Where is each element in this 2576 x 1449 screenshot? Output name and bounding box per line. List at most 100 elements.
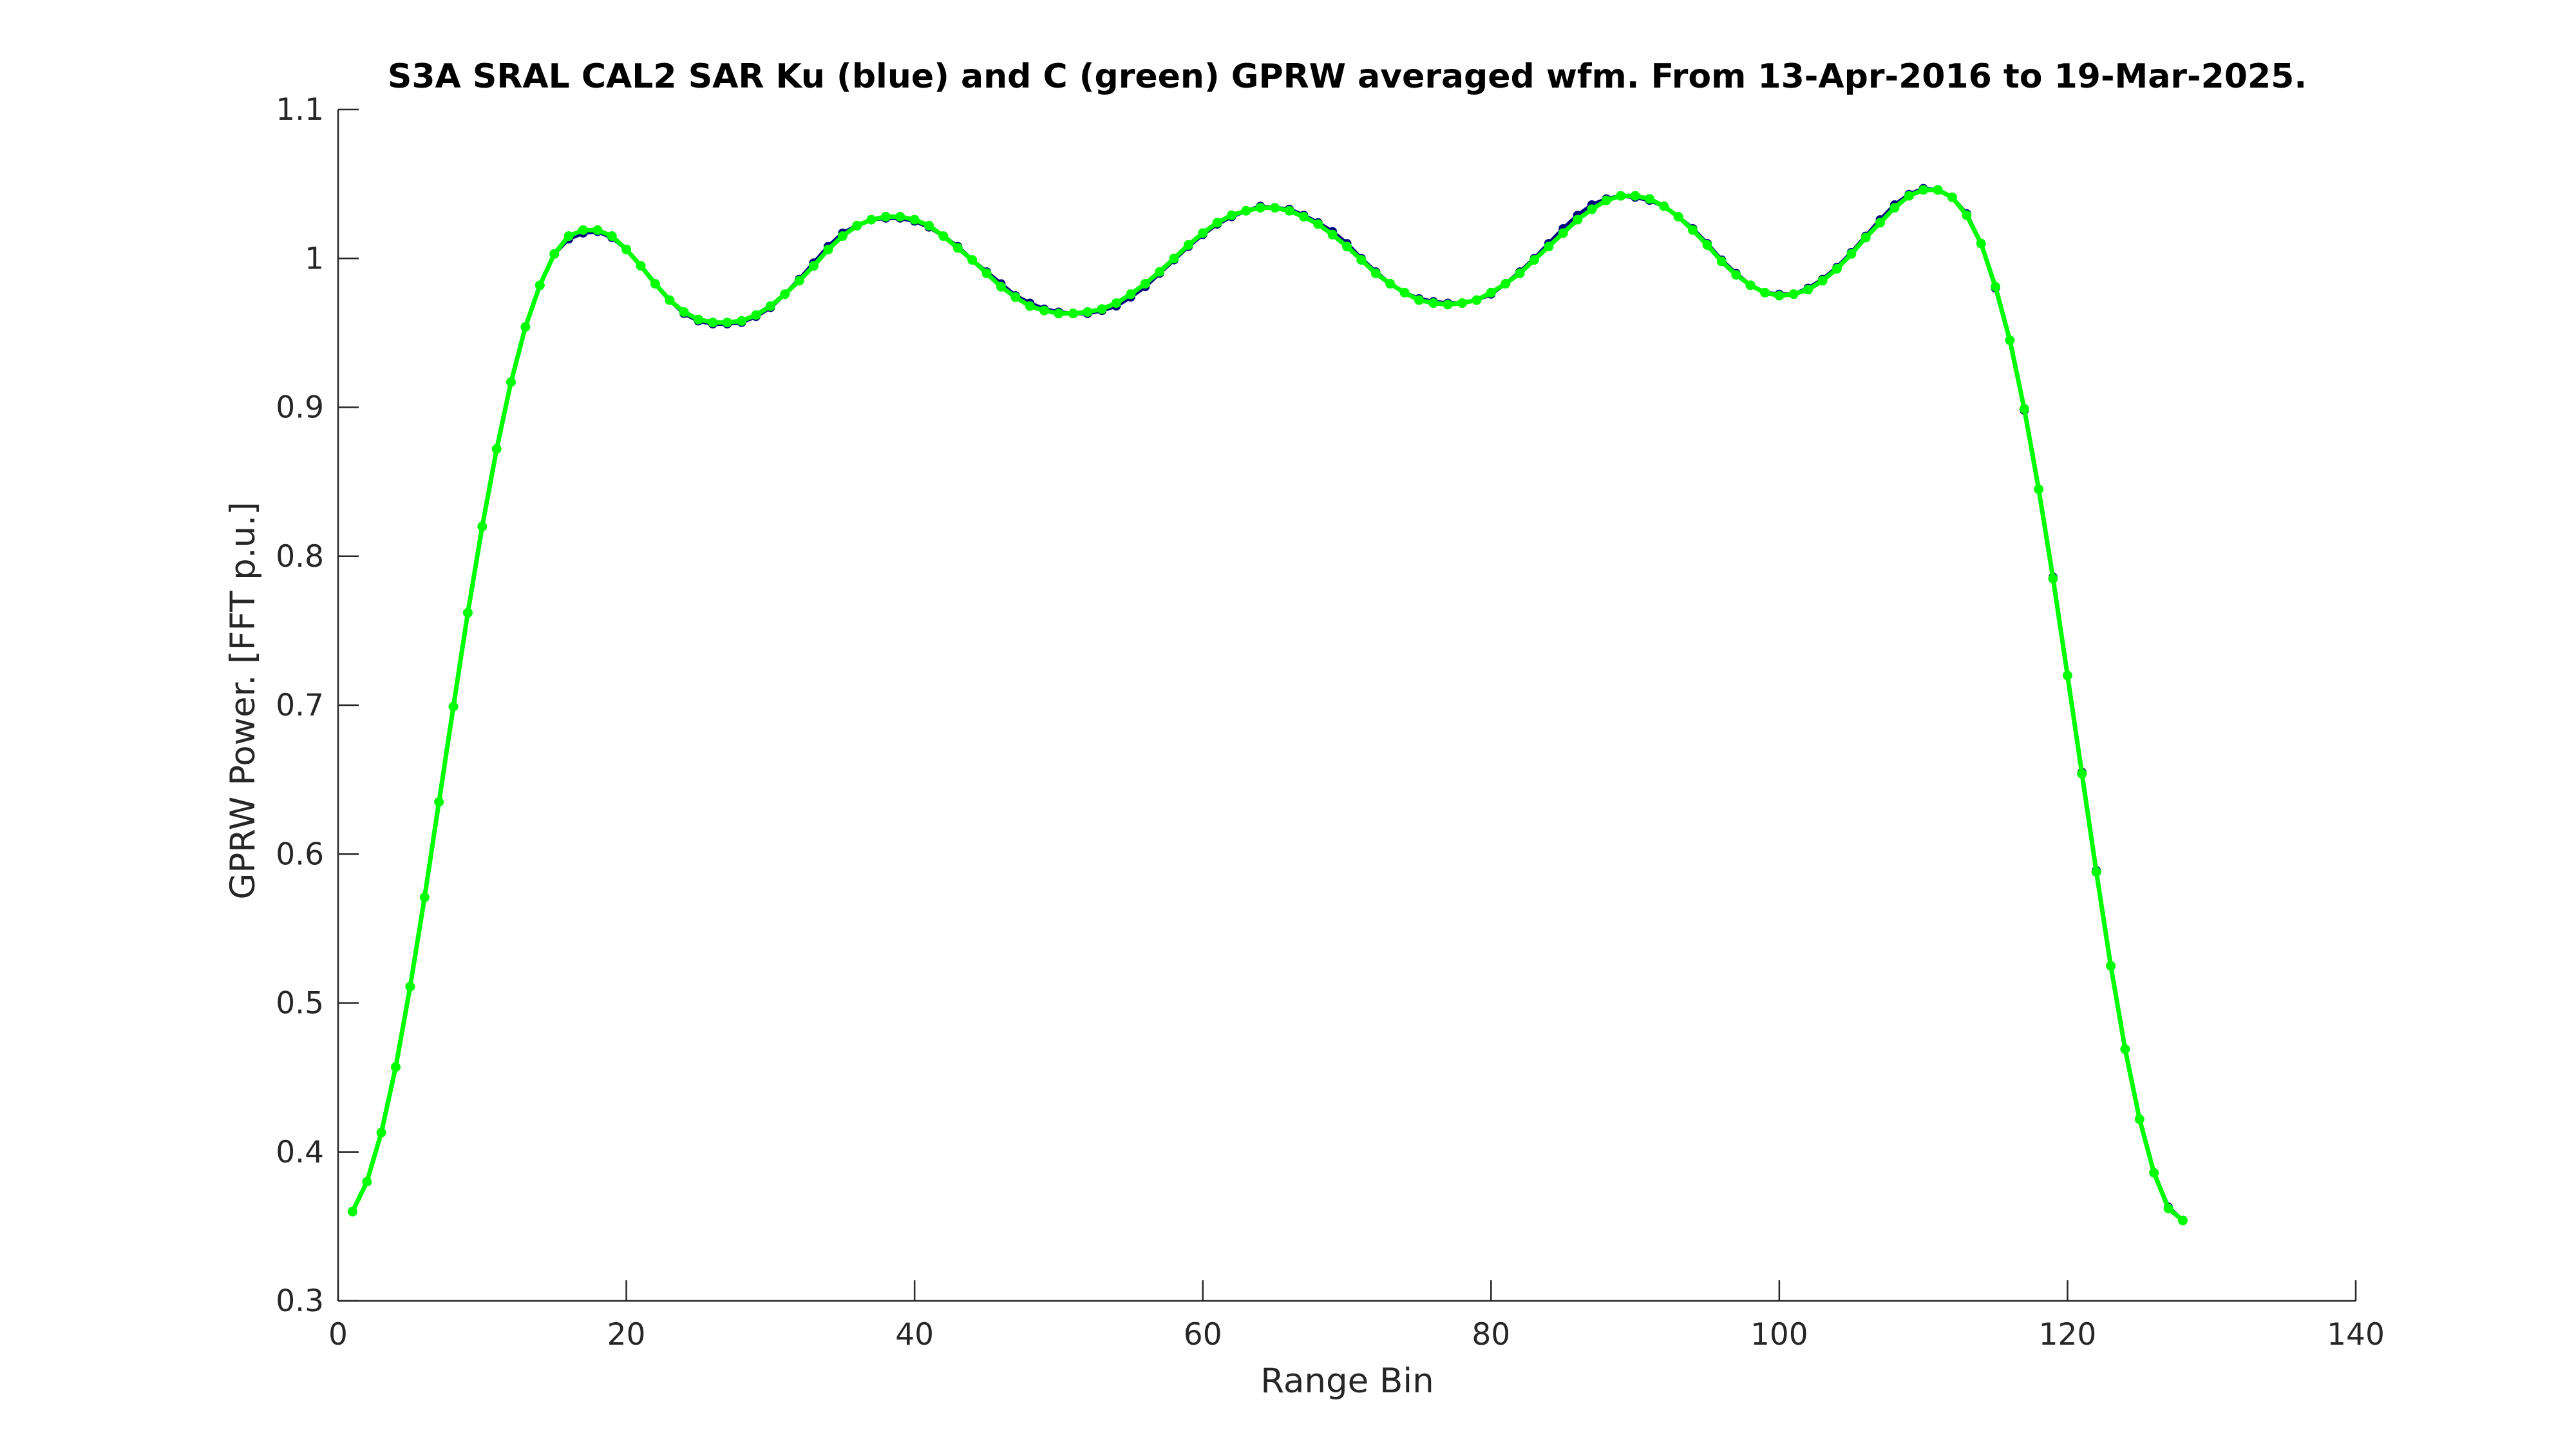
data-point-c — [1947, 192, 1957, 202]
y-tick-label: 1 — [305, 241, 324, 276]
data-point-c — [1788, 289, 1799, 299]
data-point-c — [1212, 218, 1222, 228]
data-point-c — [737, 316, 747, 326]
data-point-c — [809, 261, 819, 271]
data-point-c — [535, 280, 545, 290]
data-point-c — [434, 797, 444, 807]
data-point-c — [909, 214, 920, 225]
x-tick-label: 40 — [895, 1317, 934, 1352]
data-point-c — [765, 301, 775, 311]
x-axis-ticks: 0 20 40 60 80 100 120 140 — [328, 1280, 2385, 1352]
data-point-c — [564, 231, 574, 242]
data-point-c — [924, 220, 934, 231]
data-point-c — [1846, 249, 1857, 259]
data-point-c — [2106, 961, 2116, 971]
data-point-c — [2005, 335, 2015, 345]
data-point-c — [650, 279, 660, 289]
x-tick-label: 120 — [2039, 1317, 2097, 1352]
data-point-c — [794, 276, 804, 286]
data-point-c — [751, 310, 761, 320]
data-point-c — [1716, 256, 1727, 267]
data-point-c — [1385, 279, 1396, 289]
data-point-c — [1587, 204, 1597, 214]
data-point-c — [1270, 203, 1280, 213]
data-point-c — [1544, 242, 1554, 252]
data-point-c — [866, 214, 876, 225]
data-point-c — [2062, 670, 2072, 681]
data-point-c — [1760, 287, 1770, 298]
data-point-c — [938, 231, 949, 242]
data-point-c — [1875, 218, 1885, 228]
data-point-c — [1083, 307, 1093, 317]
data-point-c — [1832, 263, 1842, 274]
data-point-c — [1501, 279, 1511, 289]
data-point-c — [1155, 267, 1165, 277]
data-point-c — [1097, 304, 1107, 314]
data-point-c — [880, 212, 891, 222]
data-point-c — [852, 220, 862, 231]
data-point-c — [2178, 1215, 2188, 1226]
x-tick-label: 20 — [607, 1317, 646, 1352]
x-axis-label: Range Bin — [1260, 1361, 1434, 1401]
data-point-c — [362, 1177, 372, 1187]
data-point-c — [448, 701, 459, 712]
data-point-c — [722, 317, 732, 328]
data-point-c — [462, 608, 473, 618]
data-point-c — [2077, 768, 2087, 779]
data-point-c — [1515, 268, 1525, 278]
data-point-c — [1399, 287, 1410, 298]
data-point-c — [636, 261, 646, 271]
data-point-c — [419, 892, 430, 902]
x-tick-label: 140 — [2327, 1317, 2385, 1352]
data-point-c — [1918, 185, 1929, 195]
y-tick-label: 0.9 — [276, 390, 324, 426]
data-point-c — [823, 244, 833, 254]
data-point-c — [967, 255, 978, 265]
data-point-c — [549, 249, 560, 259]
data-point-c — [1255, 203, 1265, 213]
data-point-c — [1673, 212, 1683, 222]
data-point-c — [592, 225, 603, 235]
data-point-c — [1010, 292, 1021, 302]
data-point-c — [1327, 229, 1338, 240]
x-tick-label: 100 — [1750, 1317, 1808, 1352]
data-point-c — [391, 1062, 401, 1072]
data-point-c — [1731, 270, 1741, 280]
data-point-c — [708, 317, 718, 328]
data-point-c — [607, 231, 617, 242]
data-point-c — [1054, 308, 1064, 319]
data-point-c — [1688, 225, 1698, 235]
data-point-c — [1803, 285, 1814, 295]
data-point-c — [1616, 191, 1626, 201]
y-tick-label: 0.8 — [276, 539, 324, 574]
data-point-c — [2163, 1204, 2174, 1214]
data-point-c — [1241, 205, 1251, 216]
data-point-c — [1976, 238, 1986, 249]
y-tick-label: 0.6 — [276, 837, 324, 872]
data-point-c — [837, 231, 848, 242]
data-point-c — [1140, 279, 1150, 289]
data-point-c — [2048, 573, 2058, 583]
data-point-c — [2149, 1168, 2159, 1178]
data-point-c — [1457, 298, 1467, 308]
data-point-c — [1313, 219, 1323, 229]
data-point-c — [679, 307, 689, 317]
data-point-c — [1025, 301, 1035, 311]
y-tick-label: 0.5 — [276, 986, 324, 1021]
data-point-c — [477, 522, 488, 531]
data-point-c — [1861, 232, 1871, 243]
data-point-c — [1644, 194, 1654, 204]
x-tick-label: 60 — [1184, 1317, 1222, 1352]
chart-title: S3A SRAL CAL2 SAR Ku (blue) and C (green… — [388, 57, 2307, 96]
data-point-c — [1573, 214, 1583, 225]
data-point-c — [1558, 228, 1568, 238]
data-point-c — [1169, 253, 1179, 263]
data-point-c — [491, 444, 502, 454]
data-point-c — [621, 244, 632, 254]
data-point-c — [376, 1128, 386, 1138]
data-point-c — [996, 281, 1006, 292]
data-point-c — [895, 212, 905, 222]
data-point-c — [1659, 201, 1669, 211]
